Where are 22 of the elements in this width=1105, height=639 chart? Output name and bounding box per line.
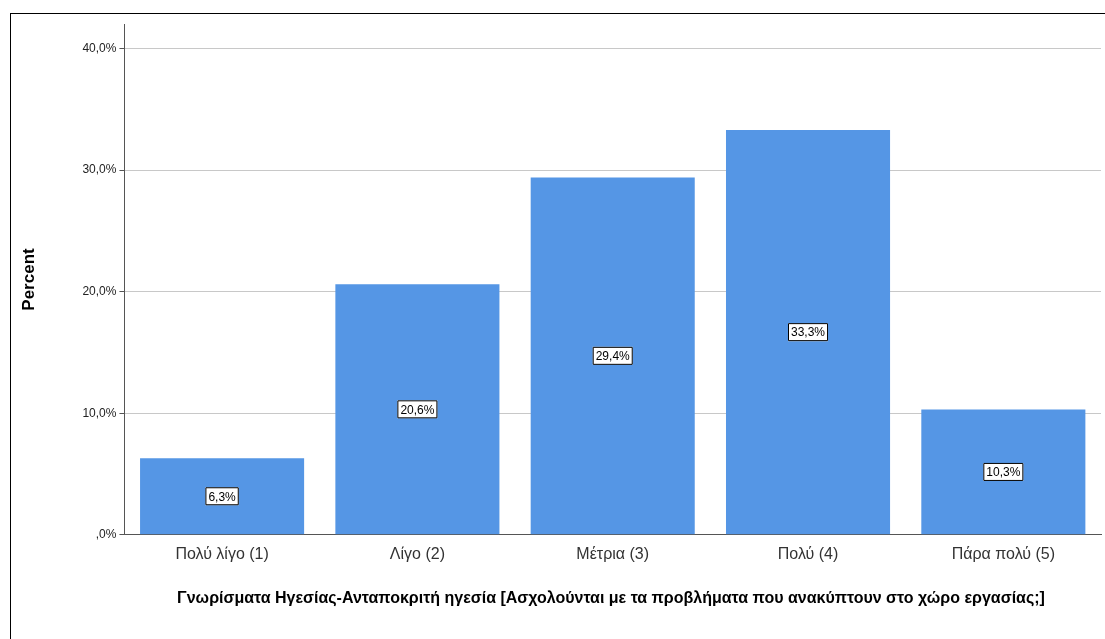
data-label: 6,3% (208, 489, 237, 504)
y-tick-label: 10,0% (82, 405, 117, 420)
x-tick-label: Μέτρια (3) (576, 544, 650, 562)
data-label: 29,4% (595, 349, 631, 364)
bar (530, 177, 695, 535)
bar (140, 458, 305, 535)
bar (726, 129, 891, 535)
x-tick-label: Πάρα πολύ (5) (951, 544, 1056, 562)
data-label: 10,3% (986, 465, 1021, 480)
y-axis-title: Percent (18, 247, 38, 311)
x-tick-label: Πολύ λίγο (1) (175, 544, 269, 562)
y-tick-label: 40,0% (82, 40, 117, 55)
data-label: 20,6% (400, 402, 435, 417)
y-tick-label: 20,0% (82, 283, 117, 298)
x-axis-title: Γνωρίσματα Ηγεσίας-Ανταποκριτή ηγεσία [Ασχολούνται με τα προβλήματα που ανακύπτουν στο χώρο εργασίας;] (176, 588, 1046, 608)
bar (921, 409, 1086, 535)
bar (335, 284, 500, 535)
y-tick-label: ,0% (95, 527, 117, 542)
data-label: 33,3% (791, 325, 826, 340)
y-tick-label: 30,0% (82, 162, 117, 177)
x-tick-label: Λίγο (2) (389, 544, 445, 562)
x-tick-label: Πολύ (4) (777, 544, 839, 562)
